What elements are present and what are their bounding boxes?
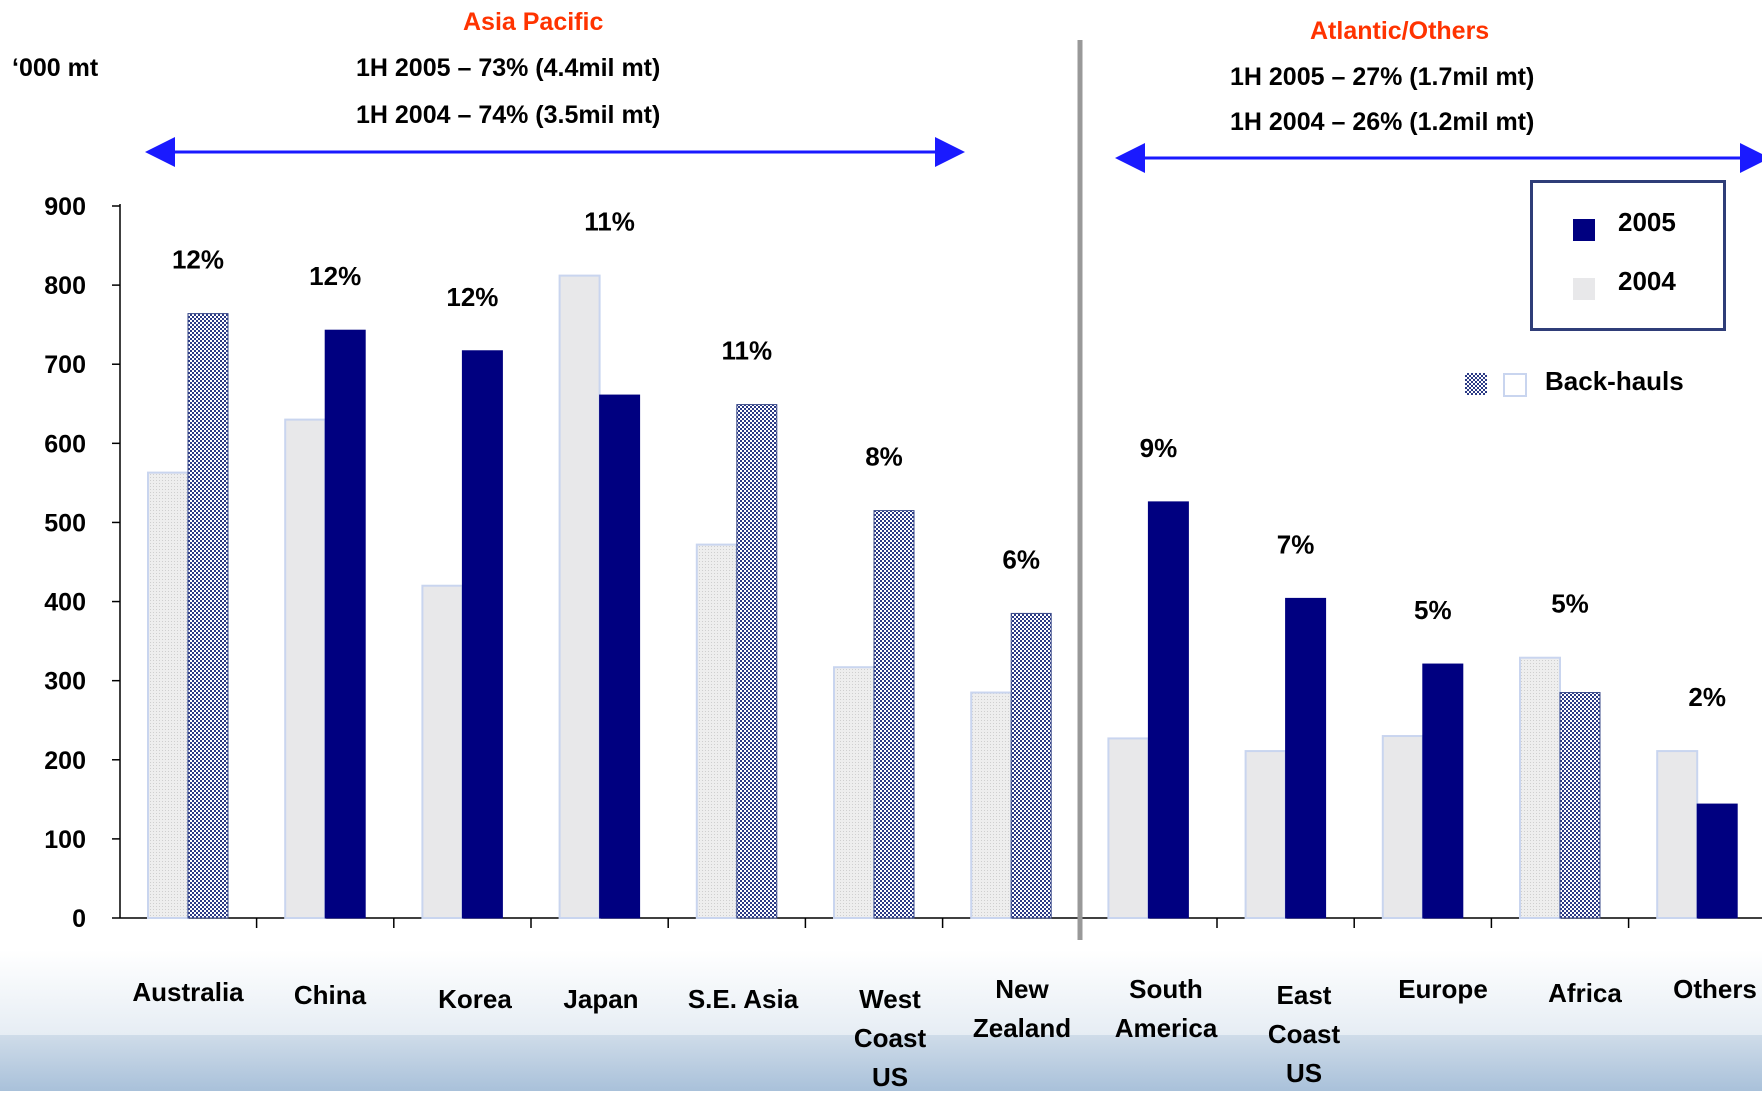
share-label: 6% <box>1002 544 1040 574</box>
category-label-china: China <box>293 980 367 1010</box>
backhaul-legend-label: Back-hauls <box>1545 366 1684 396</box>
bar-2004 <box>970 691 1013 919</box>
checkered-square-icon <box>1465 373 1487 395</box>
bar-2005 <box>1559 692 1601 919</box>
share-label: 5% <box>1551 589 1589 619</box>
bar-2005 <box>1422 663 1464 919</box>
category-label-europe: Europe <box>1398 974 1488 1004</box>
category-label-others: Others <box>1673 974 1757 1004</box>
bar-2004 <box>1656 750 1699 919</box>
footer-background-strip <box>0 1035 1762 1091</box>
legend: 2005 2004 <box>1530 180 1726 331</box>
legend-label-2004: 2004 <box>1618 266 1676 296</box>
bar-2004 <box>833 666 875 919</box>
share-label: 12% <box>172 245 224 275</box>
y-tick-label: 700 <box>44 351 86 379</box>
legend-label-2005: 2005 <box>1618 207 1676 237</box>
category-label-west-coast-us: West Coast US <box>853 984 927 1092</box>
asia-pacific-stat-2004: 1H 2004 – 74% (3.5mil mt) <box>356 101 661 129</box>
outline-square-icon <box>1503 373 1527 397</box>
share-label: 2% <box>1688 682 1726 712</box>
category-label-japan: Japan <box>563 984 639 1014</box>
share-label: 11% <box>584 207 635 237</box>
bar-2005 <box>187 313 229 919</box>
asia-pacific-stat-2005: 1H 2005 – 73% (4.4mil mt) <box>356 54 661 82</box>
y-tick-label: 0 <box>72 905 86 933</box>
category-label-africa: Africa <box>1548 978 1622 1008</box>
legend-swatch-2005 <box>1573 219 1595 241</box>
bar-2004 <box>695 543 738 920</box>
bar-2004 <box>558 274 601 919</box>
share-label: 7% <box>1277 529 1315 559</box>
y-tick-label: 600 <box>44 430 86 458</box>
bar-2004 <box>1244 750 1287 919</box>
bar-2004 <box>1107 737 1150 920</box>
footer-background-top <box>0 950 1762 1035</box>
bar-2005 <box>599 394 641 919</box>
legend-swatch-2004 <box>1573 278 1595 300</box>
share-label: 11% <box>721 336 772 366</box>
bar-2005 <box>1696 803 1738 919</box>
unit-label: ‘000 mt <box>12 54 99 82</box>
y-tick-label: 900 <box>44 193 86 221</box>
category-label-australia: Australia <box>132 977 244 1007</box>
bar-2004 <box>284 418 327 919</box>
y-tick-label: 500 <box>44 509 86 537</box>
bar-2005 <box>1010 612 1052 919</box>
y-tick-label: 200 <box>44 747 86 775</box>
share-label: 12% <box>309 261 361 291</box>
region-title-asia-pacific: Asia Pacific <box>463 8 604 36</box>
share-label: 5% <box>1414 595 1452 625</box>
category-label-new-zealand: New Zealand <box>972 974 1072 1043</box>
bar-2005 <box>461 350 503 919</box>
bar-2005 <box>873 510 915 919</box>
region-title-atlantic-others: Atlantic/Others <box>1310 17 1490 45</box>
bar-2005 <box>1285 597 1327 919</box>
atlantic-stat-2004: 1H 2004 – 26% (1.2mil mt) <box>1230 108 1535 136</box>
bar-2004 <box>147 471 189 919</box>
bar-2004 <box>421 584 464 919</box>
bar-2004 <box>1381 735 1424 919</box>
y-tick-label: 300 <box>44 668 86 696</box>
category-label-south-america: South America <box>1114 974 1218 1043</box>
category-label-korea: Korea <box>438 984 512 1014</box>
y-tick-label: 400 <box>44 589 86 617</box>
y-tick-label: 100 <box>44 826 86 854</box>
bar-2004 <box>1519 656 1561 919</box>
category-label-se-asia: S.E. Asia <box>687 984 799 1014</box>
atlantic-stat-2005: 1H 2005 – 27% (1.7mil mt) <box>1230 63 1535 91</box>
share-label: 12% <box>446 282 498 312</box>
share-label: 8% <box>865 442 903 472</box>
bar-2005 <box>736 404 778 919</box>
category-label-east-coast-us: East Coast US <box>1267 980 1341 1088</box>
y-tick-label: 800 <box>44 272 86 300</box>
share-label: 9% <box>1140 433 1178 463</box>
bar-2005 <box>324 329 366 919</box>
bar-2005 <box>1147 501 1189 919</box>
